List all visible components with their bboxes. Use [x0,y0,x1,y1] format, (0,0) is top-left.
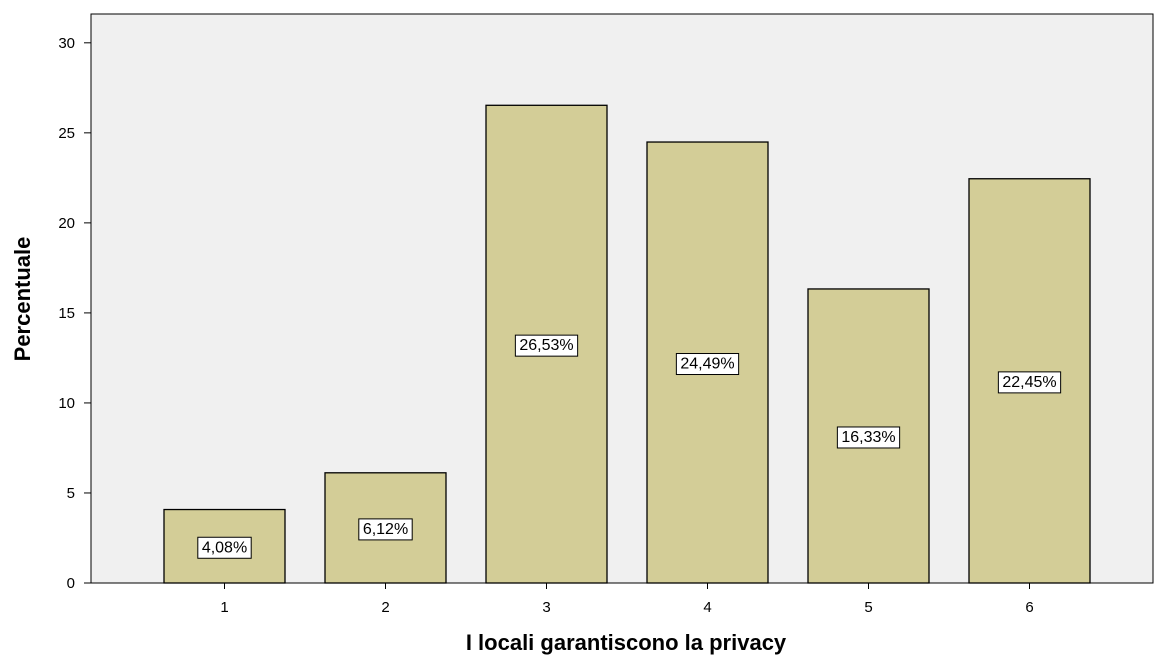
y-tick-label: 30 [58,35,75,52]
x-axis-ticks: 1 2 3 4 5 6 [220,583,1034,616]
y-tick-label: 20 [58,215,75,232]
data-label-text: 22,45% [1002,374,1056,391]
x-tick-label: 1 [220,599,228,616]
data-label-box [358,518,413,541]
y-tick-label: 5 [67,485,75,502]
data-label-1: 4,08% [197,536,252,559]
data-label-box [514,334,579,357]
data-label-text: 24,49% [680,356,734,373]
x-tick-label: 2 [381,599,389,616]
x-tick-label: 4 [703,599,711,616]
bars-layer [163,104,1091,584]
y-axis-ticks: 0 5 10 15 20 25 30 [58,35,91,592]
data-label-3: 26,53% [514,334,579,357]
data-label-6: 22,45% [997,371,1062,394]
data-label-box [675,353,740,376]
x-tick-label: 5 [864,599,872,616]
data-labels-layer: 4,08% 6,12% 26,53% 24,49% 16,33% 22,45% [197,334,1062,559]
data-label-text: 6,12% [363,521,408,538]
y-tick-label: 15 [58,305,75,322]
y-tick-label: 10 [58,395,75,412]
data-label-box [836,426,901,449]
x-tick-label: 6 [1025,599,1033,616]
x-tick-label: 3 [542,599,550,616]
data-label-5: 16,33% [836,426,901,449]
x-axis-title: I locali garantiscono la privacy [466,630,787,655]
data-label-text: 4,08% [202,539,247,556]
y-axis-title: Percentuale [10,237,35,362]
data-label-2: 6,12% [358,518,413,541]
y-tick-label: 25 [58,125,75,142]
data-label-text: 26,53% [519,337,573,354]
data-label-text: 16,33% [841,429,895,446]
data-label-box [997,371,1062,394]
data-label-box [197,536,252,559]
y-tick-label: 0 [67,575,75,592]
data-label-4: 24,49% [675,353,740,376]
